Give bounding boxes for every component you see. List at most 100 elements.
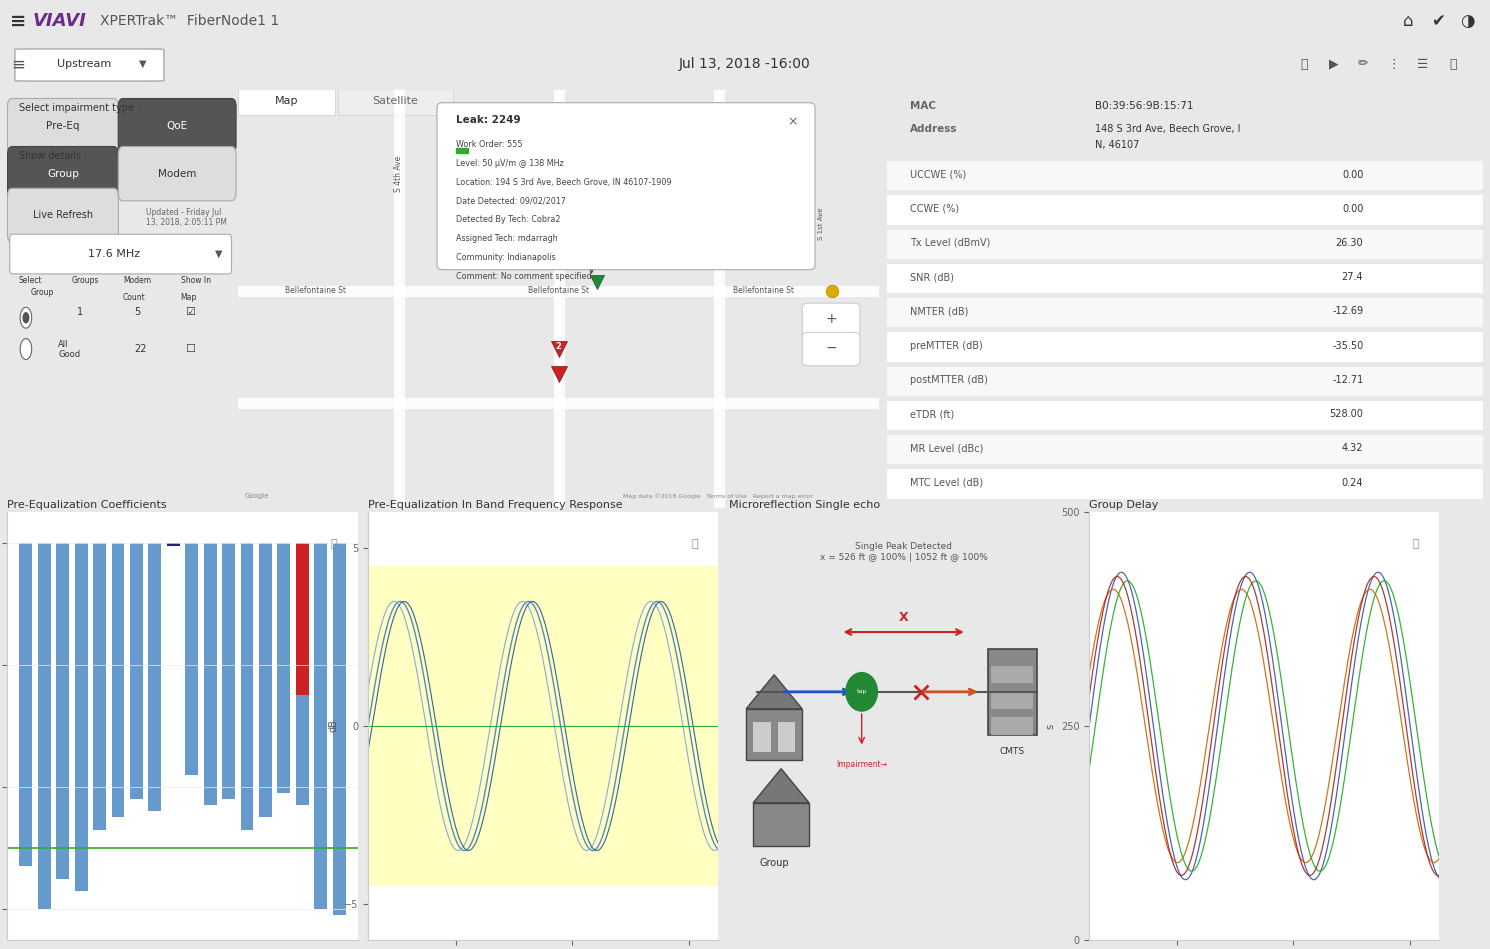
Text: Groups: Groups bbox=[72, 276, 100, 285]
Bar bbox=[204, 543, 216, 806]
Bar bbox=[991, 692, 1033, 709]
Text: NMTER (dB): NMTER (dB) bbox=[910, 307, 968, 316]
FancyBboxPatch shape bbox=[887, 400, 1483, 430]
Text: tap: tap bbox=[857, 689, 867, 695]
FancyBboxPatch shape bbox=[15, 49, 164, 81]
Text: Good: Good bbox=[58, 349, 80, 359]
Circle shape bbox=[21, 307, 31, 328]
Text: -35.50: -35.50 bbox=[1332, 341, 1363, 351]
Bar bbox=[368, 566, 718, 886]
FancyBboxPatch shape bbox=[10, 234, 231, 274]
Bar bbox=[259, 543, 271, 817]
Text: Live Refresh: Live Refresh bbox=[33, 211, 92, 220]
Text: preMTTER (dB): preMTTER (dB) bbox=[910, 341, 983, 351]
Text: VIAVI: VIAVI bbox=[33, 12, 86, 30]
Text: Upstream: Upstream bbox=[57, 59, 110, 69]
FancyBboxPatch shape bbox=[887, 298, 1483, 327]
FancyBboxPatch shape bbox=[802, 303, 860, 337]
FancyBboxPatch shape bbox=[338, 88, 453, 115]
Text: 528.00: 528.00 bbox=[1329, 409, 1363, 419]
Text: Modem: Modem bbox=[158, 169, 197, 178]
Text: 27.4: 27.4 bbox=[1341, 272, 1363, 282]
Text: Select: Select bbox=[19, 276, 43, 285]
Text: ▼: ▼ bbox=[215, 250, 223, 259]
Text: ⌂: ⌂ bbox=[1402, 12, 1414, 30]
Text: Impairment→: Impairment→ bbox=[836, 760, 887, 769]
Text: ≡: ≡ bbox=[10, 56, 25, 74]
Text: Leak: 2249: Leak: 2249 bbox=[456, 115, 522, 125]
Text: Google: Google bbox=[244, 493, 270, 499]
Text: UCCWE (%): UCCWE (%) bbox=[910, 170, 967, 179]
Text: Microreflection Single echo: Microreflection Single echo bbox=[729, 500, 879, 511]
Text: ◑: ◑ bbox=[1460, 12, 1475, 30]
Text: Modem: Modem bbox=[122, 276, 150, 285]
Text: Group: Group bbox=[30, 288, 54, 297]
Bar bbox=[222, 543, 235, 799]
FancyBboxPatch shape bbox=[887, 230, 1483, 259]
Bar bbox=[991, 717, 1033, 735]
Text: 0.00: 0.00 bbox=[1342, 204, 1363, 214]
Text: 0.00: 0.00 bbox=[1342, 170, 1363, 179]
FancyBboxPatch shape bbox=[887, 195, 1483, 225]
Text: Tx Level (dBmV): Tx Level (dBmV) bbox=[910, 238, 991, 248]
Text: ≡: ≡ bbox=[10, 11, 25, 31]
Text: CCWE (%): CCWE (%) bbox=[910, 204, 960, 214]
Text: X: X bbox=[898, 610, 909, 623]
FancyBboxPatch shape bbox=[887, 161, 1483, 191]
Bar bbox=[74, 543, 88, 891]
Text: Location: 194 S 3rd Ave, Beech Grove, IN 46107-1909: Location: 194 S 3rd Ave, Beech Grove, IN… bbox=[456, 177, 672, 187]
Bar bbox=[991, 666, 1033, 683]
Text: Updated - Friday Jul
13, 2018, 2:05:11 PM: Updated - Friday Jul 13, 2018, 2:05:11 P… bbox=[146, 208, 226, 227]
Text: Bellefontaine St: Bellefontaine St bbox=[285, 286, 346, 295]
Text: MR Level (dBc): MR Level (dBc) bbox=[910, 443, 983, 454]
Text: MAC: MAC bbox=[910, 101, 936, 111]
Text: Count: Count bbox=[122, 292, 146, 302]
FancyBboxPatch shape bbox=[887, 264, 1483, 293]
FancyBboxPatch shape bbox=[802, 332, 860, 365]
Text: postMTTER (dB): postMTTER (dB) bbox=[910, 375, 988, 385]
Polygon shape bbox=[752, 769, 809, 803]
FancyBboxPatch shape bbox=[118, 99, 235, 153]
Bar bbox=[778, 721, 796, 752]
Bar bbox=[752, 803, 809, 846]
Text: Work Order: 555: Work Order: 555 bbox=[456, 140, 523, 149]
Bar bbox=[752, 721, 770, 752]
Text: SNR (dB): SNR (dB) bbox=[910, 272, 955, 282]
FancyBboxPatch shape bbox=[238, 88, 334, 115]
Text: ✔: ✔ bbox=[1430, 12, 1445, 30]
Text: 17.6 MHz: 17.6 MHz bbox=[88, 250, 140, 259]
Polygon shape bbox=[746, 675, 802, 709]
FancyBboxPatch shape bbox=[887, 332, 1483, 362]
Circle shape bbox=[846, 673, 878, 711]
Bar bbox=[37, 543, 51, 909]
Text: Satellite: Satellite bbox=[372, 96, 419, 106]
Text: Group Delay: Group Delay bbox=[1089, 500, 1159, 511]
Text: All: All bbox=[58, 340, 69, 348]
Text: 5: 5 bbox=[134, 307, 140, 317]
Text: QoE: QoE bbox=[167, 121, 188, 131]
Text: S 3rd Ave: S 3rd Ave bbox=[554, 164, 563, 200]
Text: CMTS: CMTS bbox=[1000, 747, 1025, 756]
Text: 0.24: 0.24 bbox=[1342, 477, 1363, 488]
FancyBboxPatch shape bbox=[7, 146, 118, 201]
Text: 📡: 📡 bbox=[1299, 58, 1308, 70]
Text: ⧉: ⧉ bbox=[691, 539, 697, 549]
Text: Map: Map bbox=[274, 96, 298, 106]
Text: eTDR (ft): eTDR (ft) bbox=[910, 409, 955, 419]
FancyBboxPatch shape bbox=[118, 146, 235, 201]
Text: Pre-Eq: Pre-Eq bbox=[46, 121, 79, 131]
Circle shape bbox=[21, 339, 31, 360]
Text: Map: Map bbox=[180, 292, 197, 302]
Text: Comment: No comment specified: Comment: No comment specified bbox=[456, 271, 592, 281]
Bar bbox=[167, 543, 180, 546]
FancyBboxPatch shape bbox=[7, 188, 118, 243]
Text: S 4th Ave: S 4th Ave bbox=[393, 156, 404, 192]
Bar bbox=[332, 543, 346, 915]
Bar bbox=[746, 709, 802, 760]
Text: Show details :: Show details : bbox=[19, 151, 88, 160]
Text: S 2nd Ave: S 2nd Ave bbox=[714, 155, 724, 193]
Text: MTC Level (dB): MTC Level (dB) bbox=[910, 477, 983, 488]
Text: -12.71: -12.71 bbox=[1332, 375, 1363, 385]
Text: 22: 22 bbox=[134, 344, 148, 354]
Text: ☰: ☰ bbox=[1417, 58, 1429, 70]
